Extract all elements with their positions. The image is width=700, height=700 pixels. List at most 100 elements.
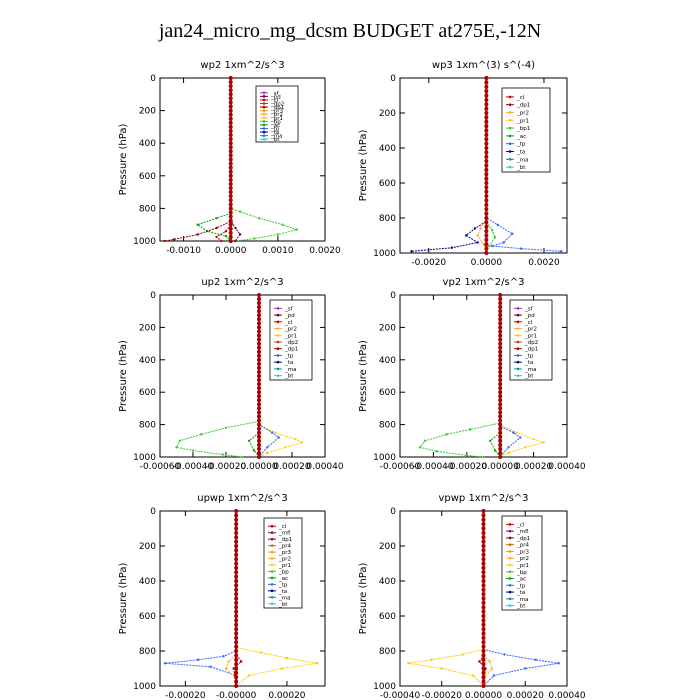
legend-label: _pr3 xyxy=(278,550,292,556)
legend-marker-pr3 xyxy=(262,109,266,112)
x-tick-label: -0.00040 xyxy=(380,691,421,700)
series-marker-pr1 xyxy=(285,656,289,660)
y-tick-label: 1000 xyxy=(373,249,396,259)
y-tick-label: 400 xyxy=(139,577,156,587)
series-marker-main_profile xyxy=(484,181,489,185)
series-marker-main_profile xyxy=(228,165,233,170)
legend-marker-pr1 xyxy=(262,116,266,120)
series-marker-main_profile xyxy=(234,544,239,548)
series-marker-main_profile xyxy=(498,329,503,334)
series-marker-main_profile xyxy=(257,390,261,395)
legend-marker-pr2 xyxy=(270,557,274,560)
y-tick-label: 1000 xyxy=(133,237,156,247)
chart-title: vp2 1xm^2/s^3 xyxy=(443,277,525,288)
series-marker-main_profile xyxy=(498,305,503,310)
legend-label: _pr2 xyxy=(516,556,529,562)
legend-marker-ta xyxy=(508,150,512,153)
y-tick-label: 0 xyxy=(390,291,396,301)
series-marker-main_profile xyxy=(234,631,239,636)
series-marker-main_profile xyxy=(234,670,239,675)
legend-label: _pd xyxy=(524,313,535,319)
legend-marker-pd xyxy=(276,313,280,317)
legend-marker-ta xyxy=(508,590,512,594)
legend-marker-pr2 xyxy=(508,111,512,114)
series-marker-bp xyxy=(276,233,280,236)
y-tick-label: 0 xyxy=(150,507,156,517)
x-tick-label: 0.00000 xyxy=(240,462,277,472)
series-marker-main_profile xyxy=(257,329,261,334)
series-marker-main_profile xyxy=(228,198,233,203)
series-line-cl xyxy=(215,78,232,242)
series-marker-main_profile xyxy=(484,93,489,98)
series-marker-main_profile xyxy=(257,317,261,322)
series-marker-main_profile xyxy=(234,587,239,592)
legend-marker-tp xyxy=(516,354,520,357)
series-marker-ac xyxy=(224,234,228,238)
series-marker-main_profile xyxy=(234,522,239,527)
series-marker-main_profile xyxy=(481,587,486,592)
legend-label: _pd xyxy=(284,313,295,319)
series-marker-main_profile xyxy=(484,141,489,146)
legend-label: _pr4 xyxy=(278,544,292,550)
legend-marker-ta xyxy=(516,360,520,364)
series-marker-pr1 xyxy=(532,437,535,441)
legend-marker-cl xyxy=(508,95,512,99)
series-marker-main_profile xyxy=(257,455,261,459)
legend-marker-cl xyxy=(276,320,280,324)
series-marker-bp xyxy=(295,228,298,231)
legend-label: _ac xyxy=(516,577,526,583)
series-line-tp xyxy=(485,78,562,252)
figure-title: jan24_micro_mg_dcsm BUDGET at275E,-12N xyxy=(158,20,542,42)
x-tick-label: -0.0010 xyxy=(166,246,201,256)
series-marker-bp xyxy=(178,439,181,442)
legend-label: _bt xyxy=(516,604,526,610)
legend-label: _pr1 xyxy=(270,116,283,122)
series-marker-pd xyxy=(238,233,242,236)
legend-label: _dp2 xyxy=(270,102,284,108)
y-tick-label: 1000 xyxy=(373,682,396,692)
series-marker-main_profile xyxy=(228,181,233,186)
series-line-pr1 xyxy=(235,511,318,687)
series-marker-cl xyxy=(232,667,235,670)
y-axis-label: Pressure (hPa) xyxy=(118,124,129,196)
series-marker-main_profile xyxy=(234,517,239,522)
series-marker-main_profile xyxy=(498,442,503,447)
x-tick-label: 0.00000 xyxy=(482,462,519,472)
series-marker-cl xyxy=(215,235,218,239)
legend-marker-dp2 xyxy=(262,102,266,105)
series-line-cl xyxy=(233,511,242,687)
series-marker-bp xyxy=(468,428,472,431)
series-marker-pr2 xyxy=(479,227,482,230)
legend-label: _pr1 xyxy=(524,333,537,339)
legend-marker-ac xyxy=(270,576,274,580)
series-marker-bp xyxy=(465,454,468,457)
series-marker-main_profile xyxy=(481,609,486,614)
series-line-dp1 xyxy=(164,78,232,242)
series-marker-main_profile xyxy=(257,378,261,383)
legend-marker-tp xyxy=(276,354,280,357)
legend-label: _cl xyxy=(278,524,287,530)
legend-marker-pr3 xyxy=(508,550,512,553)
series-marker-main_profile xyxy=(484,207,489,212)
series-marker-main_profile xyxy=(228,108,233,113)
legend-marker-dp2 xyxy=(516,340,520,344)
series-marker-main_profile xyxy=(234,618,239,623)
legend-label: _tp xyxy=(278,582,288,588)
legend-label: _ma xyxy=(270,134,282,140)
series-marker-main_profile xyxy=(484,163,489,168)
series-marker-tp xyxy=(502,241,505,244)
series-marker-pr1 xyxy=(524,446,527,449)
x-tick-label: -0.00060 xyxy=(140,462,181,472)
series-marker-main_profile xyxy=(498,414,503,419)
legend-marker-pr2 xyxy=(276,327,280,330)
series-marker-tp xyxy=(496,223,500,227)
legend-label: _sf xyxy=(524,306,534,312)
series-marker-main_profile xyxy=(257,297,261,302)
series-marker-main_profile xyxy=(484,237,489,242)
series-marker-main_profile xyxy=(257,353,261,358)
series-marker-main_profile xyxy=(228,161,233,166)
legend-marker-bp xyxy=(262,120,266,123)
series-marker-main_profile xyxy=(498,353,503,358)
series-marker-main_profile xyxy=(498,418,503,423)
y-tick-label: 1000 xyxy=(133,453,156,463)
